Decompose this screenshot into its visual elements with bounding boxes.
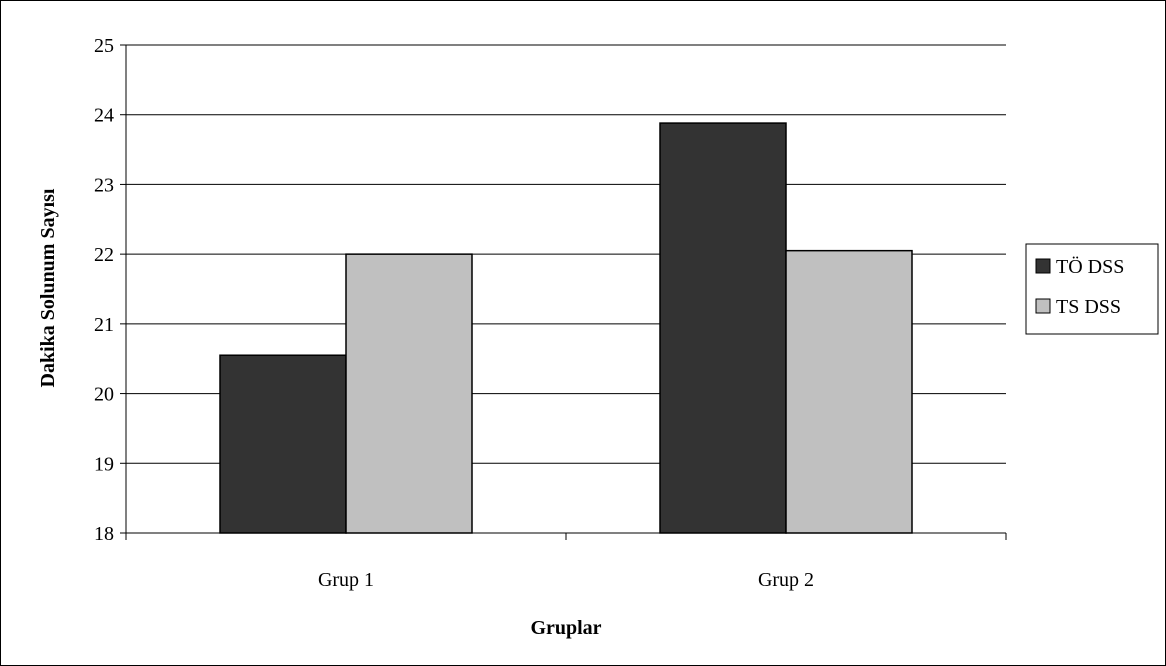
legend-swatch <box>1035 298 1051 314</box>
y-tick-label: 21 <box>94 314 114 336</box>
y-tick-label: 23 <box>94 174 114 196</box>
bar-to-dss-grup-2 <box>659 122 787 534</box>
y-ticks: 18 19 20 21 22 23 24 25 <box>94 35 126 545</box>
legend: TÖ DSS TS DSS <box>1025 243 1159 335</box>
x-category-label: Grup 1 <box>318 569 374 591</box>
y-tick-label: 20 <box>94 384 114 406</box>
y-tick-label: 24 <box>94 105 114 127</box>
x-category-label: Grup 2 <box>758 569 814 591</box>
bar-ts-dss-grup-2 <box>785 249 913 534</box>
y-tick-label: 18 <box>94 523 114 545</box>
y-tick-label: 25 <box>94 35 114 57</box>
legend-swatch <box>1035 258 1051 274</box>
bar-to-dss-grup-1 <box>219 354 347 534</box>
legend-label: TS DSS <box>1056 296 1121 318</box>
bar-ts-dss-grup-1 <box>345 253 473 534</box>
x-categories: Grup 1 Grup 2 <box>318 569 814 591</box>
y-tick-label: 19 <box>94 453 114 475</box>
legend-label: TÖ DSS <box>1056 255 1124 278</box>
x-axis-title: Gruplar <box>530 617 601 639</box>
y-axis-title: Dakika Solunum Sayısı <box>37 188 59 387</box>
bars <box>219 122 913 534</box>
axes <box>125 45 1007 540</box>
y-tick-label: 22 <box>94 244 114 266</box>
